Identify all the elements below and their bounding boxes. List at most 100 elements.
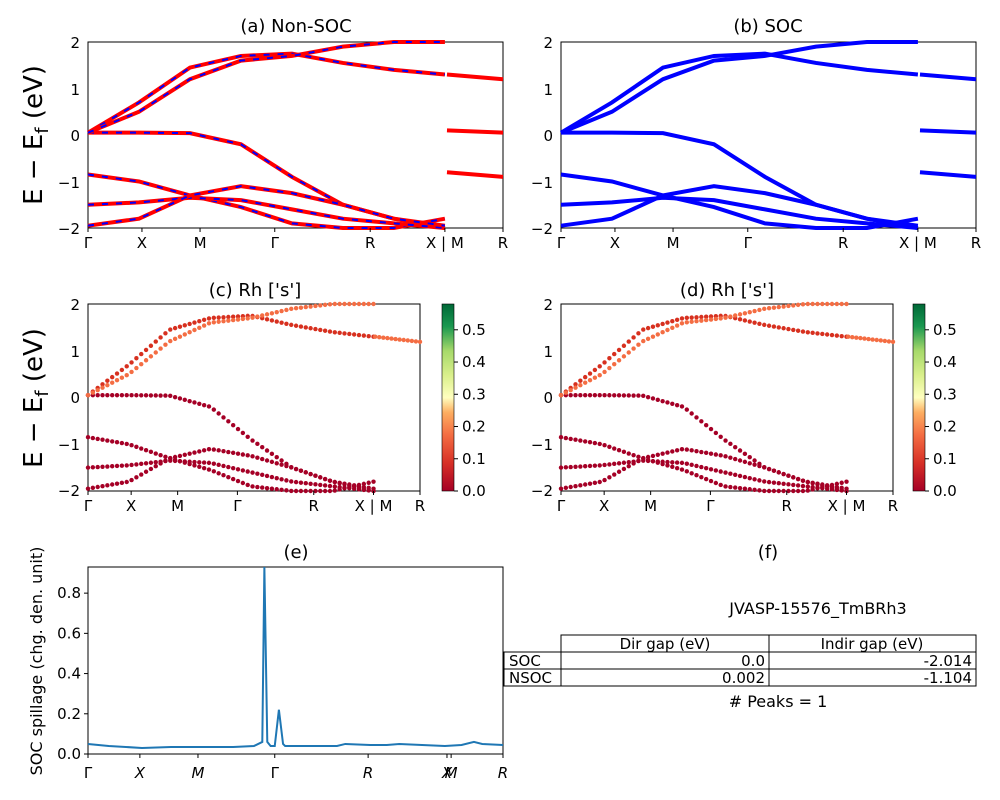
panel-e-xticks: Γ X M Γ R XM R bbox=[84, 754, 508, 782]
projection-dot bbox=[568, 392, 573, 398]
projection-dot bbox=[699, 464, 704, 470]
x-tick-label: Γ bbox=[744, 234, 753, 252]
projection-dot bbox=[684, 447, 690, 452]
projection-dot bbox=[650, 459, 656, 464]
projection-dot bbox=[703, 476, 709, 482]
projection-dot bbox=[597, 441, 602, 447]
projection-dot bbox=[114, 377, 120, 383]
projection-dot bbox=[578, 438, 583, 443]
projection-dot bbox=[377, 334, 382, 340]
projection-dot bbox=[226, 419, 231, 424]
projection-dot bbox=[221, 473, 226, 478]
colorbar-tick: 0.5 bbox=[933, 321, 957, 339]
projection-dot bbox=[737, 485, 743, 491]
projection-dot bbox=[361, 484, 367, 490]
projection-dot bbox=[143, 461, 149, 466]
projection-dot bbox=[105, 392, 110, 398]
projection-dot bbox=[752, 462, 757, 467]
projection-dot bbox=[105, 378, 110, 383]
projection-dot bbox=[742, 318, 748, 323]
projection-dot bbox=[733, 456, 738, 462]
projection-dot bbox=[230, 476, 236, 482]
projection-dot bbox=[699, 318, 704, 323]
projection-dot bbox=[260, 485, 265, 490]
projection-dot bbox=[631, 461, 636, 466]
projection-dot bbox=[890, 339, 896, 345]
projection-dot bbox=[718, 434, 723, 440]
band-line-overlay bbox=[87, 185, 446, 227]
projection-dot bbox=[674, 317, 680, 323]
projection-dot bbox=[660, 459, 665, 464]
svg-text:1: 1 bbox=[70, 81, 80, 99]
svg-text:0: 0 bbox=[543, 389, 553, 407]
svg-text:1: 1 bbox=[543, 343, 553, 361]
projection-dot bbox=[129, 443, 134, 448]
projection-dot bbox=[781, 481, 786, 486]
projection-dot bbox=[293, 488, 299, 494]
projection-dot bbox=[626, 393, 631, 398]
x-tick-label: Γ bbox=[557, 497, 566, 515]
projection-dot bbox=[742, 459, 748, 465]
table-row-soc-label: SOC bbox=[509, 652, 541, 670]
projection-dot bbox=[791, 327, 796, 333]
projection-dot bbox=[322, 483, 328, 488]
projection-dot bbox=[187, 398, 192, 404]
projection-dot bbox=[250, 470, 255, 475]
projection-dot bbox=[612, 361, 617, 367]
projection-dot bbox=[771, 488, 777, 494]
projection-dot bbox=[650, 396, 656, 401]
projection-dot bbox=[85, 435, 91, 440]
projection-dot bbox=[650, 453, 656, 459]
projection-dot bbox=[211, 447, 217, 452]
colorbar-tick: 0.1 bbox=[462, 450, 486, 468]
projection-dot bbox=[592, 375, 598, 380]
projection-dot bbox=[820, 486, 825, 491]
projection-dot bbox=[728, 455, 733, 460]
projection-dot bbox=[274, 309, 279, 315]
projection-dot bbox=[114, 392, 120, 398]
projection-dot bbox=[172, 325, 178, 331]
projection-dot bbox=[834, 301, 840, 307]
projection-dot bbox=[723, 470, 728, 475]
projection-dot bbox=[269, 459, 275, 465]
projection-dot bbox=[737, 448, 743, 453]
projection-dot bbox=[762, 465, 767, 470]
projection-dot bbox=[134, 444, 139, 450]
projection-dot bbox=[168, 327, 173, 332]
projection-dot bbox=[766, 488, 772, 494]
projection-dot bbox=[255, 484, 260, 490]
projection-dot bbox=[573, 483, 578, 489]
projection-dot bbox=[689, 448, 694, 453]
projection-dot bbox=[313, 303, 318, 309]
projection-dot bbox=[641, 393, 646, 399]
projection-dot bbox=[356, 301, 362, 307]
projection-dot bbox=[327, 302, 333, 307]
svg-text:1: 1 bbox=[70, 343, 80, 361]
projection-dot bbox=[139, 461, 144, 467]
projection-dot bbox=[558, 392, 564, 398]
projection-dot bbox=[713, 430, 719, 436]
projection-dot bbox=[230, 465, 236, 471]
projection-dot bbox=[626, 463, 631, 469]
projection-dot bbox=[684, 407, 690, 412]
projection-dot bbox=[327, 483, 333, 489]
svg-text:0: 0 bbox=[70, 389, 80, 407]
projection-dot bbox=[347, 486, 352, 491]
projection-dot bbox=[747, 319, 752, 324]
panel-b-bands bbox=[559, 40, 977, 230]
projection-dot bbox=[206, 321, 212, 326]
projection-dot bbox=[119, 375, 125, 380]
projection-dot bbox=[211, 461, 217, 466]
projection-dot bbox=[568, 464, 573, 470]
projection-dot bbox=[708, 467, 714, 472]
projection-dot bbox=[274, 454, 279, 460]
panel-d-xticks: Γ X M Γ R X | M R bbox=[557, 491, 898, 515]
projection-dot bbox=[158, 346, 163, 351]
table-row-soc-dir: 0.0 bbox=[741, 652, 765, 670]
x-tick-label: Γ bbox=[557, 234, 566, 252]
table-row-nsoc-dir: 0.002 bbox=[722, 669, 765, 687]
projection-dot bbox=[713, 468, 719, 473]
projection-dot bbox=[143, 358, 149, 363]
projection-dot bbox=[573, 392, 578, 398]
projection-dot bbox=[322, 488, 328, 494]
